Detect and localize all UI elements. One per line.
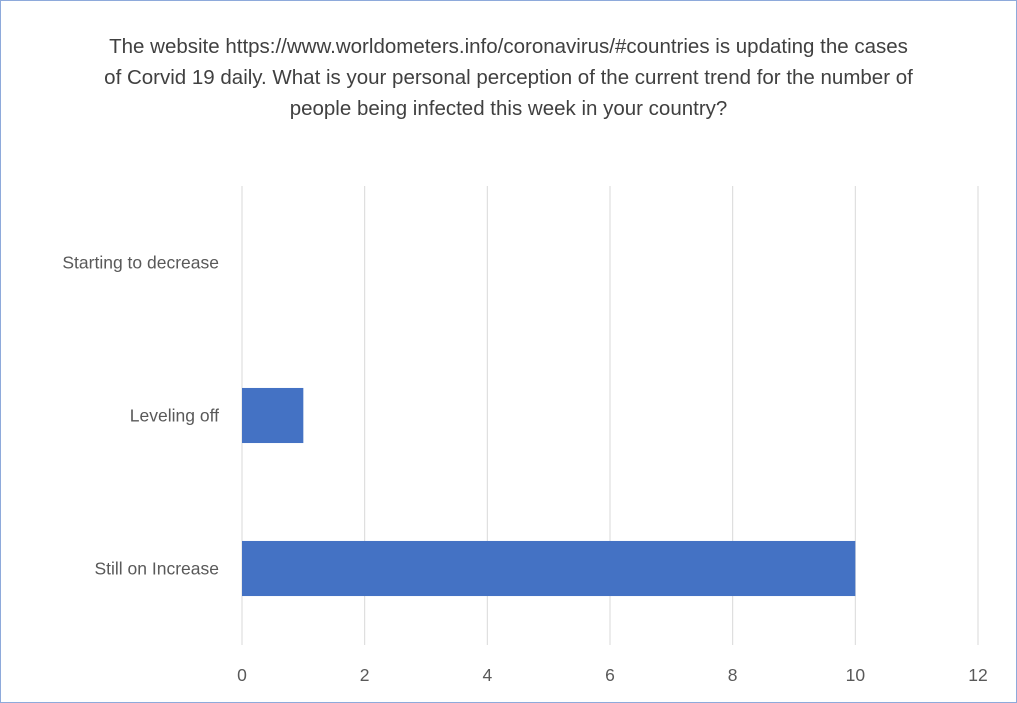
category-labels: Starting to decrease Leveling off Still on… bbox=[62, 253, 219, 579]
bar-2 bbox=[242, 387, 304, 444]
category-label: Still on Increase bbox=[94, 559, 219, 579]
x-tick-label: 8 bbox=[728, 665, 738, 685]
x-tick-label: 10 bbox=[846, 665, 866, 685]
x-tick-label: 6 bbox=[605, 665, 615, 685]
x-tick-label: 4 bbox=[482, 665, 492, 685]
x-tick-label: 0 bbox=[237, 665, 247, 685]
x-tick-label: 12 bbox=[968, 665, 987, 685]
bar-3 bbox=[242, 540, 856, 597]
bars bbox=[242, 387, 856, 597]
category-label: Leveling off bbox=[130, 406, 219, 426]
category-label: Starting to decrease bbox=[62, 253, 219, 273]
chart-title: The website https://www.worldometers.inf… bbox=[104, 35, 913, 120]
x-tick-label: 2 bbox=[360, 665, 370, 685]
x-tick-labels: 0 2 4 6 8 10 12 bbox=[237, 665, 988, 685]
